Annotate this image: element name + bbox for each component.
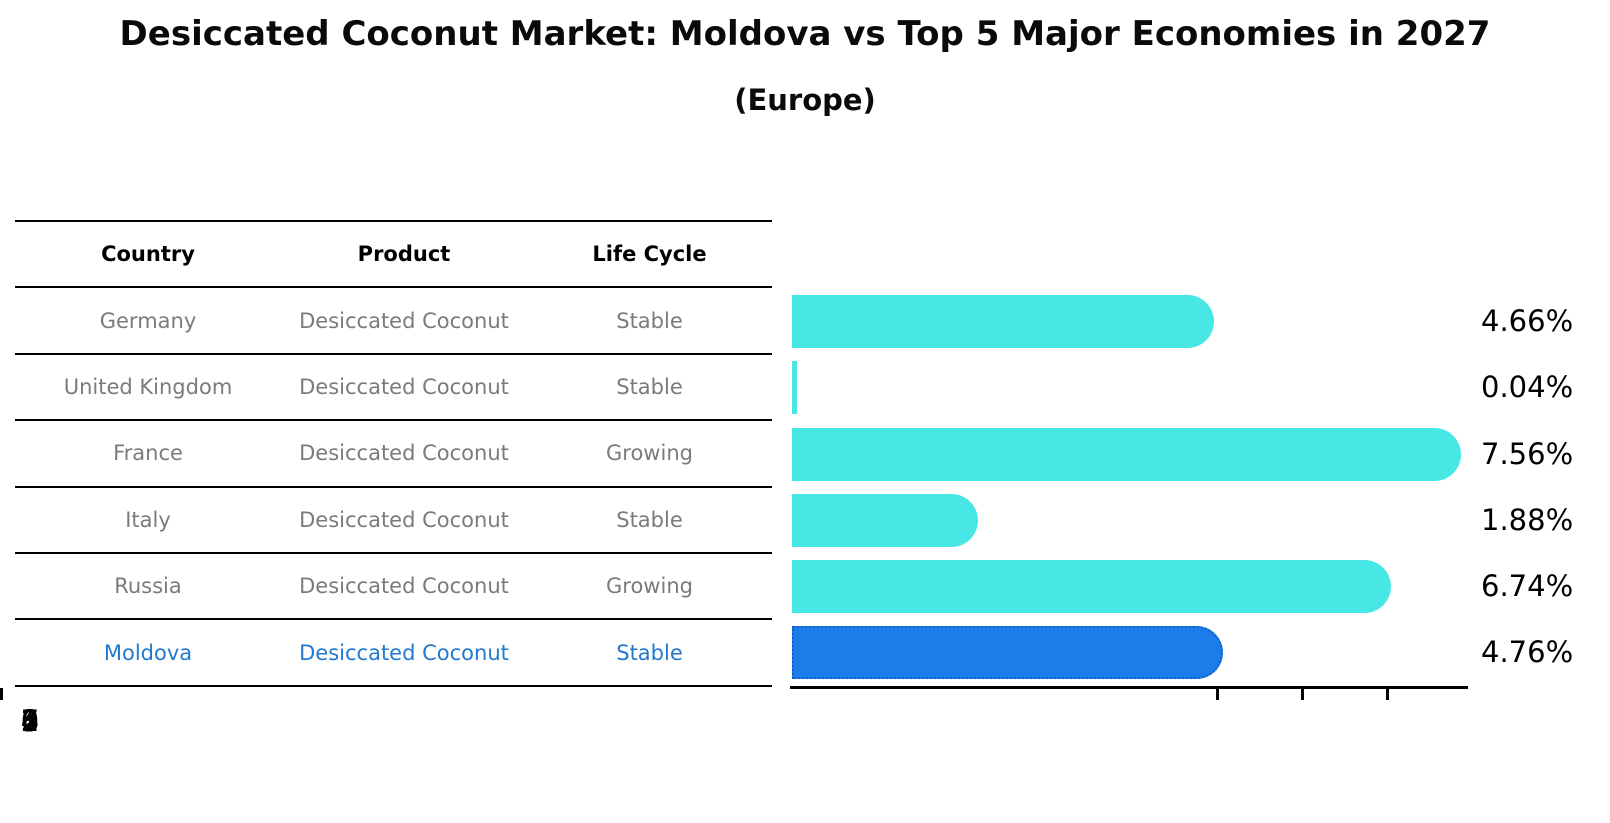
- table-row-france: France Desiccated Coconut Growing: [15, 421, 772, 488]
- cell-product: Desiccated Coconut: [299, 507, 509, 532]
- table-header-row: Country Product Life Cycle: [15, 222, 772, 289]
- x-axis-tick: [1216, 688, 1219, 700]
- cell-country: Germany: [99, 308, 197, 333]
- cell-product: Desiccated Coconut: [299, 374, 509, 399]
- cell-life-cycle: Stable: [616, 507, 683, 532]
- cell-country: Moldova: [103, 640, 193, 665]
- bar-chart: 4.66% 0.04% 7.56% 1.88% 6.74% 4.76%: [792, 288, 1573, 686]
- table-row-moldova-highlighted: Moldova Desiccated Coconut Stable: [15, 620, 772, 687]
- bar-row: 4.76%: [792, 619, 1573, 685]
- cell-life-cycle: Growing: [606, 441, 693, 466]
- x-axis-tick-label: 6: [20, 704, 40, 738]
- value-label: 4.76%: [1481, 635, 1574, 670]
- bar-moldova-highlighted: [792, 625, 1223, 679]
- cell-life-cycle: Growing: [606, 574, 693, 599]
- bar-row: 7.56%: [792, 421, 1573, 487]
- bar-row: 4.66%: [792, 288, 1573, 354]
- cell-product: Desiccated Coconut: [299, 640, 509, 665]
- bar-row: 0.04%: [792, 354, 1573, 420]
- value-label: 0.04%: [1481, 370, 1574, 405]
- bar-france: [792, 427, 1461, 481]
- x-axis-tick-label: 1: [20, 704, 40, 738]
- cell-product: Desiccated Coconut: [299, 441, 509, 466]
- table-row-united-kingdom: United Kingdom Desiccated Coconut Stable: [15, 355, 772, 422]
- cell-country: Italy: [125, 507, 171, 532]
- value-label: 4.66%: [1481, 304, 1574, 339]
- x-axis-tick-label: 4: [20, 704, 40, 738]
- cell-life-cycle: Stable: [616, 374, 683, 399]
- x-axis-tick: [1386, 688, 1389, 700]
- header-cell-product: Product: [357, 242, 451, 267]
- value-label: 6.74%: [1481, 569, 1574, 604]
- bar-italy: [792, 493, 978, 547]
- data-table: Country Product Life Cycle Germany Desic…: [15, 220, 772, 687]
- bar-united-kingdom: [792, 360, 797, 414]
- page-subtitle: (Europe): [734, 83, 876, 117]
- page-title: Desiccated Coconut Market: Moldova vs To…: [119, 14, 1491, 54]
- table-row-russia: Russia Desiccated Coconut Growing: [15, 554, 772, 621]
- x-axis-tick: [0, 688, 3, 700]
- bar-row: 6.74%: [792, 553, 1573, 619]
- value-label: 7.56%: [1481, 437, 1574, 472]
- cell-country: Russia: [114, 574, 182, 599]
- x-axis-tick-label: 7: [20, 704, 40, 738]
- value-label: 1.88%: [1481, 503, 1574, 538]
- bar-row: 1.88%: [792, 487, 1573, 553]
- header-cell-life-cycle: Life Cycle: [592, 242, 707, 267]
- table-row-italy: Italy Desiccated Coconut Stable: [15, 488, 772, 554]
- x-axis-tick-label: 2: [20, 704, 40, 738]
- x-axis-line: [790, 686, 1468, 689]
- cell-life-cycle: Stable: [616, 308, 683, 333]
- cell-product: Desiccated Coconut: [299, 308, 509, 333]
- x-axis-tick-label: 5: [20, 704, 40, 738]
- cell-country: France: [113, 441, 183, 466]
- x-axis-tick: [1301, 688, 1304, 700]
- x-axis-tick-label: 3: [20, 704, 40, 738]
- table-row-germany: Germany Desiccated Coconut Stable: [15, 288, 772, 355]
- cell-country: United Kingdom: [63, 374, 233, 399]
- x-axis-tick-label: 0: [20, 704, 40, 738]
- bar-russia: [792, 559, 1392, 613]
- header-cell-country: Country: [101, 242, 195, 267]
- bar-germany: [792, 294, 1215, 348]
- cell-product: Desiccated Coconut: [299, 574, 509, 599]
- cell-life-cycle: Stable: [616, 640, 683, 665]
